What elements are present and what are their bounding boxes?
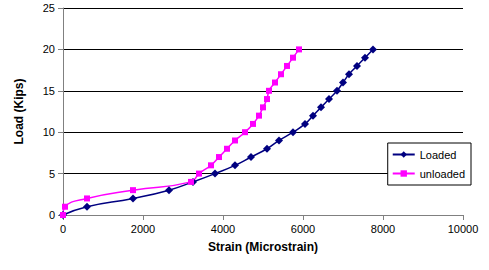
svg-text:unloaded: unloaded: [420, 168, 465, 180]
svg-text:Load (Kips): Load (Kips): [12, 79, 26, 145]
svg-text:10: 10: [43, 126, 55, 138]
svg-text:0: 0: [60, 223, 66, 235]
svg-text:5: 5: [49, 168, 55, 180]
svg-text:6000: 6000: [291, 223, 315, 235]
svg-text:Strain (Microstrain): Strain (Microstrain): [208, 240, 318, 254]
svg-text:2000: 2000: [131, 223, 155, 235]
svg-text:20: 20: [43, 43, 55, 55]
svg-text:0: 0: [49, 209, 55, 221]
svg-text:10000: 10000: [448, 223, 479, 235]
svg-text:25: 25: [43, 2, 55, 14]
svg-text:15: 15: [43, 85, 55, 97]
svg-text:4000: 4000: [211, 223, 235, 235]
svg-text:Loaded: Loaded: [420, 149, 457, 161]
svg-text:8000: 8000: [371, 223, 395, 235]
